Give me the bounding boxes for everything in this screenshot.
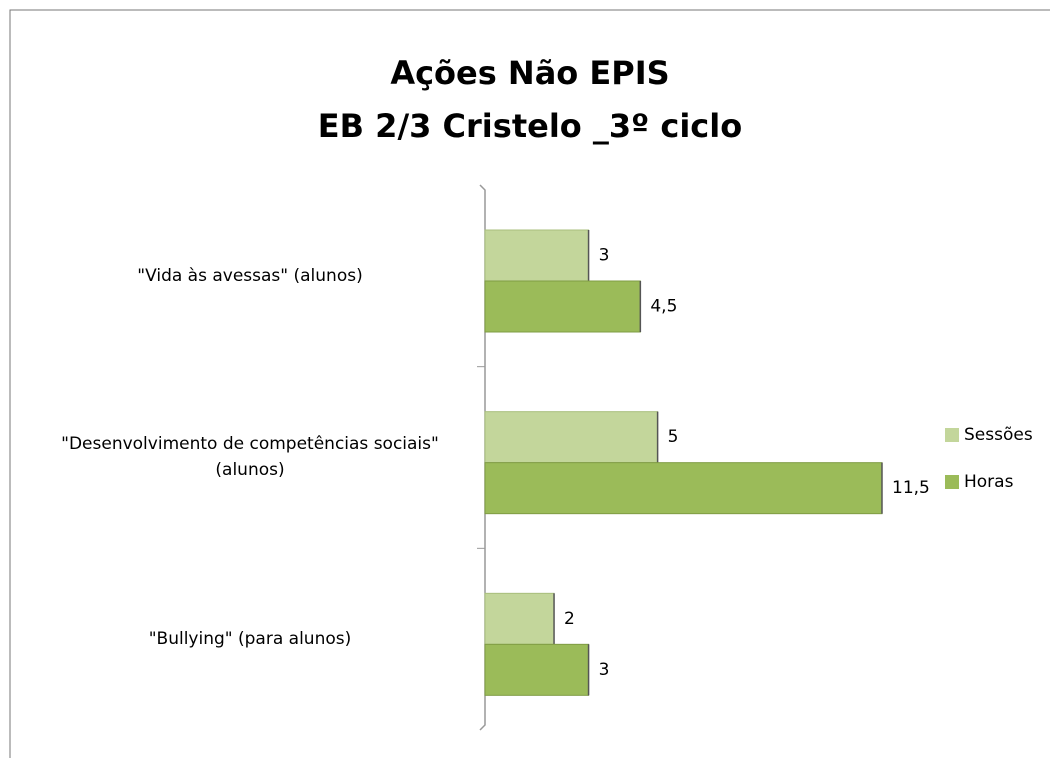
data-label: 2 [564, 609, 575, 629]
bar [484, 462, 883, 515]
data-label: 4,5 [650, 297, 677, 317]
category-axis [479, 184, 486, 731]
category-label: "Bullying" (para alunos) [148, 629, 352, 650]
bar [484, 280, 641, 333]
chart-border [9, 9, 1050, 758]
legend-swatch [945, 428, 959, 442]
legend-swatch [945, 475, 959, 489]
bar [484, 229, 590, 282]
category-label: "Desenvolvimento de competências sociais… [61, 434, 439, 481]
bar [484, 592, 555, 645]
data-label: 3 [599, 660, 610, 680]
chart-title: EB 2/3 Cristelo _3º ciclo [318, 107, 742, 145]
chart-title: Ações Não EPIS [390, 54, 669, 92]
bar [484, 643, 590, 696]
data-label: 5 [668, 427, 679, 447]
data-label: 11,5 [892, 478, 930, 498]
legend-label: Horas [964, 472, 1014, 492]
data-label: 3 [599, 246, 610, 266]
category-label: "Vida às avessas" (alunos) [137, 265, 363, 286]
bar [484, 411, 659, 464]
legend-label: Sessões [964, 425, 1033, 445]
